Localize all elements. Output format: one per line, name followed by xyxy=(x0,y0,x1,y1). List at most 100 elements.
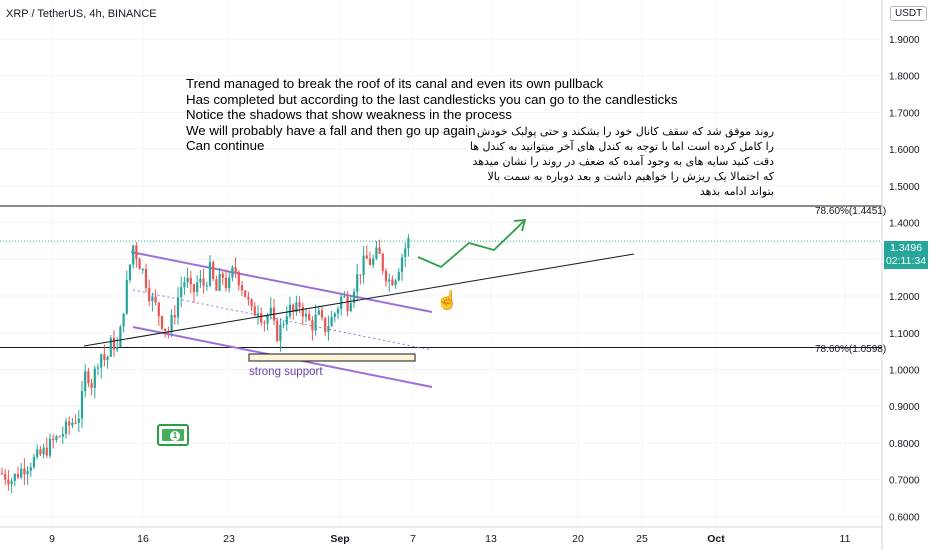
y-tick-label: 1.8000 xyxy=(889,72,920,83)
candle-up xyxy=(314,314,317,331)
candle-down xyxy=(308,314,311,321)
candle-up xyxy=(228,277,231,289)
candle-down xyxy=(173,315,176,318)
candle-up xyxy=(32,456,36,468)
candles xyxy=(0,234,410,493)
candle-down xyxy=(148,287,151,302)
candle-up xyxy=(132,245,135,265)
candle-down xyxy=(157,302,160,317)
candle-down xyxy=(240,285,244,291)
candle-up xyxy=(266,315,269,324)
english-note-line: We will probably have a fall and then go… xyxy=(186,122,476,138)
candle-down xyxy=(7,479,10,485)
candle-down xyxy=(87,371,90,384)
y-tick-label: 1.9000 xyxy=(889,35,920,46)
candle-down xyxy=(202,278,205,286)
candle-up xyxy=(404,248,407,258)
candle-down xyxy=(90,383,93,388)
candle-down xyxy=(368,258,372,265)
candle-down xyxy=(346,296,349,312)
candle-up xyxy=(13,473,16,481)
candle-down xyxy=(164,328,167,331)
candle-down xyxy=(359,274,362,276)
candle-up xyxy=(218,273,221,291)
candle-up xyxy=(349,303,352,312)
y-tick-label: 0.8000 xyxy=(889,439,920,450)
candle-down xyxy=(16,473,20,478)
candle-down xyxy=(39,449,42,455)
pointing-hand-icon: ☝ xyxy=(436,290,459,310)
english-note-line: Trend managed to break the roof of its c… xyxy=(186,76,604,91)
candle-down xyxy=(221,273,224,278)
x-tick-label: 20 xyxy=(572,533,584,545)
y-tick-label: 0.7000 xyxy=(889,476,920,487)
candle-down xyxy=(324,317,327,332)
candle-up xyxy=(196,282,199,293)
candle-up xyxy=(55,436,58,441)
projection-path xyxy=(417,218,527,269)
candle-up xyxy=(29,467,32,471)
rising-trendline xyxy=(83,253,635,347)
candle-up xyxy=(330,316,333,327)
candle-up xyxy=(151,296,154,302)
projection-arrowhead xyxy=(513,218,527,232)
y-tick-label: 0.6000 xyxy=(889,512,920,523)
dollar-bill-icon: 1 xyxy=(157,424,189,446)
candle-up xyxy=(125,279,128,314)
support-zone-box xyxy=(248,353,416,362)
candle-up xyxy=(48,438,52,456)
candle-down xyxy=(292,304,295,313)
persian-note-line: بتواند ادامه بدهد xyxy=(699,185,774,198)
x-tick-label: 13 xyxy=(485,533,497,545)
symbol-title[interactable]: XRP / TetherUS, 4h, BINANCE xyxy=(6,8,157,20)
channel-mid-line xyxy=(132,289,433,351)
candle-up xyxy=(84,371,87,392)
candle-up xyxy=(372,258,375,265)
candle-down xyxy=(68,421,71,426)
candle-down xyxy=(23,468,26,475)
fib-label-lower: 78.60%(1.0598) xyxy=(815,344,887,355)
candle-up xyxy=(407,238,410,249)
candle-up xyxy=(42,447,45,455)
candle-down xyxy=(301,306,304,317)
fib-label-upper: 78.60%(1.4451) xyxy=(815,206,887,217)
grid xyxy=(0,0,882,527)
candle-up xyxy=(26,470,29,475)
candle-down xyxy=(234,267,237,272)
candle-up xyxy=(106,356,109,360)
candle-up xyxy=(80,391,84,419)
candle-up xyxy=(141,269,144,271)
english-note-line: Can continue xyxy=(186,138,265,153)
candle-down xyxy=(298,302,301,307)
candle-down xyxy=(384,270,388,282)
candle-up xyxy=(71,422,74,426)
candle-down xyxy=(365,255,368,259)
candle-down xyxy=(224,277,228,289)
currency-badge[interactable]: USDT xyxy=(890,6,928,21)
y-tick-label: 1.0000 xyxy=(889,365,920,376)
candle-up xyxy=(186,277,189,283)
candle-down xyxy=(378,247,381,254)
candle-up xyxy=(116,346,119,350)
candle-up xyxy=(176,297,180,318)
candle-up xyxy=(317,310,320,315)
candle-up xyxy=(400,257,404,272)
candle-up xyxy=(109,337,112,357)
candle-up xyxy=(180,287,183,298)
y-tick-label: 1.7000 xyxy=(889,108,920,119)
candle-up xyxy=(61,433,64,437)
candle-up xyxy=(333,313,336,317)
candle-up xyxy=(256,313,260,316)
candle-up xyxy=(295,302,298,313)
projection-path-line xyxy=(417,220,525,269)
trendline xyxy=(83,253,635,347)
candle-up xyxy=(100,354,103,368)
y-tick-label: 1.5000 xyxy=(889,182,920,193)
candle-down xyxy=(276,320,279,342)
candle-up xyxy=(269,307,272,316)
x-tick-label: 23 xyxy=(223,533,235,545)
channel-upper-line xyxy=(130,251,433,313)
candle-up xyxy=(352,291,356,304)
x-tick-label: Oct xyxy=(707,533,725,545)
